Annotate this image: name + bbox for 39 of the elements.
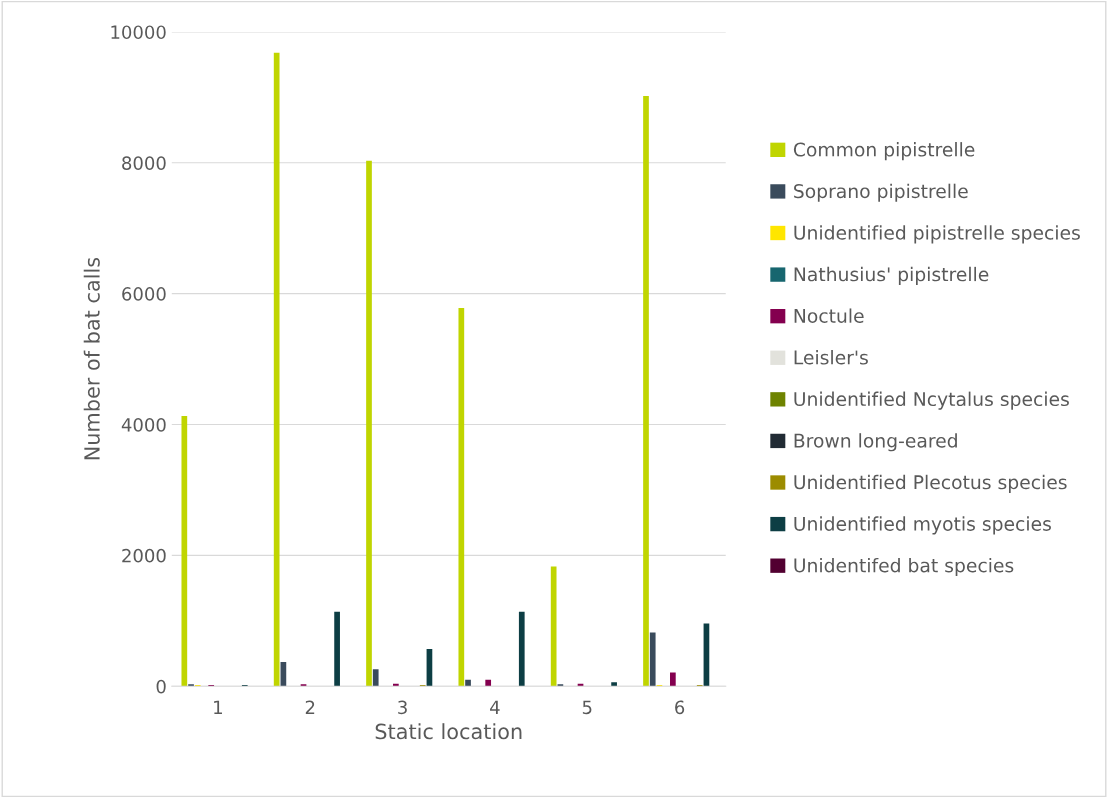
y-axis-title: Number of bat calls — [83, 257, 100, 460]
bar — [273, 52, 280, 687]
x-tick-label: 2 — [305, 700, 315, 714]
legend-label: Noctule — [794, 308, 864, 323]
legend-label: Unidentifed bat species — [794, 557, 1014, 577]
legend-label: Brown long-eared — [794, 433, 957, 452]
x-tick-label: 4 — [490, 700, 500, 714]
y-tick-label: 8000 — [122, 156, 166, 170]
y-tick-label: 10000 — [111, 25, 166, 40]
bar — [643, 96, 649, 687]
bar — [334, 611, 340, 687]
legend-label: Unidentified myotis species — [794, 516, 1051, 535]
legend-label: Nathusius' pipistrelle — [794, 266, 989, 286]
bar — [611, 682, 617, 687]
y-tick-label: 4000 — [121, 418, 166, 432]
bar — [649, 632, 656, 687]
legend-label: Soprano pipistrelle — [794, 183, 968, 202]
x-axis-title: Static location — [375, 723, 522, 740]
bar — [518, 611, 525, 687]
y-tick-label: 0 — [156, 679, 166, 694]
bar — [181, 416, 188, 687]
bar — [670, 672, 676, 687]
x-tick-label: 3 — [398, 700, 407, 715]
legend-label: Common pipistrelle — [793, 142, 975, 161]
bar — [458, 308, 465, 687]
bar — [366, 160, 372, 687]
bar — [550, 566, 557, 687]
bar — [485, 679, 492, 687]
legend-label: Leisler's — [794, 350, 868, 365]
x-tick-label: 6 — [675, 700, 685, 715]
legend-label: Unidentified pipistrelle species — [794, 225, 1080, 244]
y-tick-label: 2000 — [122, 548, 166, 563]
y-tick-label: 6000 — [122, 287, 166, 301]
bar — [465, 679, 471, 687]
legend-label: Unidentified Plecotus species — [794, 474, 1067, 493]
bar — [372, 669, 379, 687]
x-tick-label: 1 — [214, 700, 222, 714]
legend-label: Unidentified Ncytalus species — [794, 391, 1069, 410]
x-tick-label: 5 — [582, 700, 592, 715]
